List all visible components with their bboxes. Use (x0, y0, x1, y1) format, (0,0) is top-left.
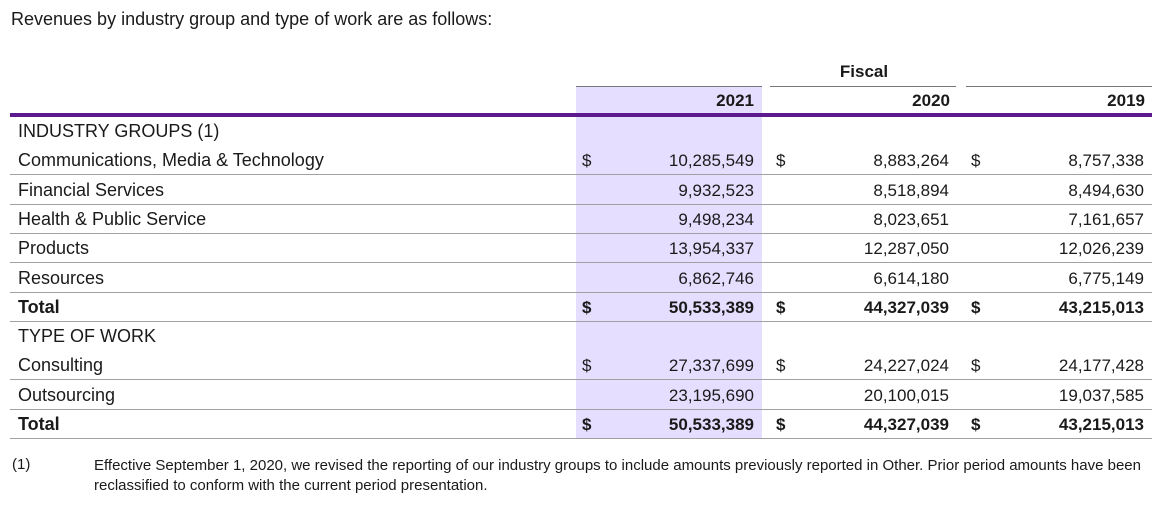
total-row-value-2021: 50,533,389 (668, 415, 754, 434)
currency-symbol: $ (582, 356, 592, 375)
table-row-value-2020: 8,023,651 (873, 210, 949, 229)
table-row-value-2019: 19,037,585 (1058, 386, 1144, 405)
currency-symbol: $ (776, 151, 786, 170)
table-row-value-2019: 8,757,338 (1068, 151, 1144, 170)
table-row-value-2021: 6,862,746 (678, 269, 754, 288)
total-row: Total $50,533,389 $44,327,039 $43,215,013 (10, 410, 1152, 439)
table-row-value-2019: 6,775,149 (1068, 269, 1144, 288)
table-row-label: Communications, Media & Technology (18, 150, 324, 170)
section-title-label: INDUSTRY GROUPS (1) (18, 121, 220, 141)
table-row: Resources 6,862,746 6,614,180 6,775,149 (10, 264, 1152, 293)
header-rule-2019 (966, 86, 1152, 87)
section-title: TYPE OF WORK (10, 322, 1152, 351)
currency-symbol: $ (582, 415, 592, 434)
table-row-value-2021: 23,195,690 (668, 386, 754, 405)
table-row-value-2019: 24,177,428 (1058, 356, 1144, 375)
total-row: Total $50,533,389 $44,327,039 $43,215,013 (10, 293, 1152, 322)
header-rule-2020 (770, 86, 956, 87)
year-header-2019: 2019 (1107, 91, 1145, 110)
table-row: Financial Services 9,932,523 8,518,894 8,49… (10, 176, 1152, 205)
table-row: Consulting $27,337,699 $24,227,024 $24,177,… (10, 351, 1152, 380)
table-row-label: Products (18, 238, 90, 258)
fiscal-header: Fiscal (839, 62, 889, 81)
currency-symbol: $ (776, 356, 786, 375)
header-divider (10, 113, 1152, 117)
total-row-value-2020: 44,327,039 (863, 415, 949, 434)
currency-symbol: $ (776, 298, 786, 317)
footnote-text: Effective September 1, 2020, we revised … (94, 457, 1141, 494)
year-header-2021: 2021 (716, 91, 754, 110)
currency-symbol: $ (582, 151, 592, 170)
table-row-value-2019: 7,161,657 (1068, 210, 1144, 229)
currency-symbol: $ (971, 356, 981, 375)
total-row-value-2020: 44,327,039 (863, 298, 949, 317)
table-row: Health & Public Service 9,498,234 8,023,65… (10, 205, 1152, 234)
table-row-value-2019: 12,026,239 (1058, 239, 1144, 258)
header-rule-2021 (576, 86, 762, 87)
table-row-value-2020: 24,227,024 (863, 356, 949, 375)
total-row-value-2021: 50,533,389 (668, 298, 754, 317)
table-row: Communications, Media & Technology $10,28… (10, 146, 1152, 175)
section-title-label: TYPE OF WORK (18, 326, 157, 346)
table-row-label: Consulting (18, 355, 104, 375)
total-row-value-2019: 43,215,013 (1058, 415, 1144, 434)
currency-symbol: $ (582, 298, 592, 317)
table-row-label: Health & Public Service (18, 209, 207, 229)
table-row-label: Financial Services (18, 180, 165, 200)
currency-symbol: $ (971, 298, 981, 317)
table-row-value-2021: 27,337,699 (668, 356, 754, 375)
total-row-label: Total (18, 414, 60, 434)
table-row-label: Resources (18, 268, 105, 288)
currency-symbol: $ (971, 415, 981, 434)
table-row-value-2021: 9,932,523 (678, 181, 754, 200)
footnote-marker: (1) (12, 456, 31, 473)
table-row: Outsourcing 23,195,690 20,100,015 19,037,58… (10, 381, 1152, 410)
table-row-value-2020: 8,883,264 (873, 151, 949, 170)
total-row-label: Total (18, 297, 60, 317)
section-title: INDUSTRY GROUPS (1) (10, 117, 1152, 146)
table-row-label: Outsourcing (18, 385, 116, 405)
table-row-value-2020: 6,614,180 (873, 269, 949, 288)
currency-symbol: $ (971, 151, 981, 170)
table-row-value-2019: 8,494,630 (1068, 181, 1144, 200)
currency-symbol: $ (776, 415, 786, 434)
table-row-value-2021: 9,498,234 (678, 210, 754, 229)
table-row-value-2020: 8,518,894 (873, 181, 949, 200)
table-row-value-2021: 13,954,337 (668, 239, 754, 258)
intro-text: Revenues by industry group and type of w… (11, 9, 493, 29)
table-row-value-2021: 10,285,549 (668, 151, 754, 170)
table-row-value-2020: 12,287,050 (863, 239, 949, 258)
year-header-2020: 2020 (912, 91, 950, 110)
table-row: Products 13,954,337 12,287,050 12,026,239 (10, 234, 1152, 263)
table-row-value-2020: 20,100,015 (863, 386, 949, 405)
total-row-value-2019: 43,215,013 (1058, 298, 1144, 317)
